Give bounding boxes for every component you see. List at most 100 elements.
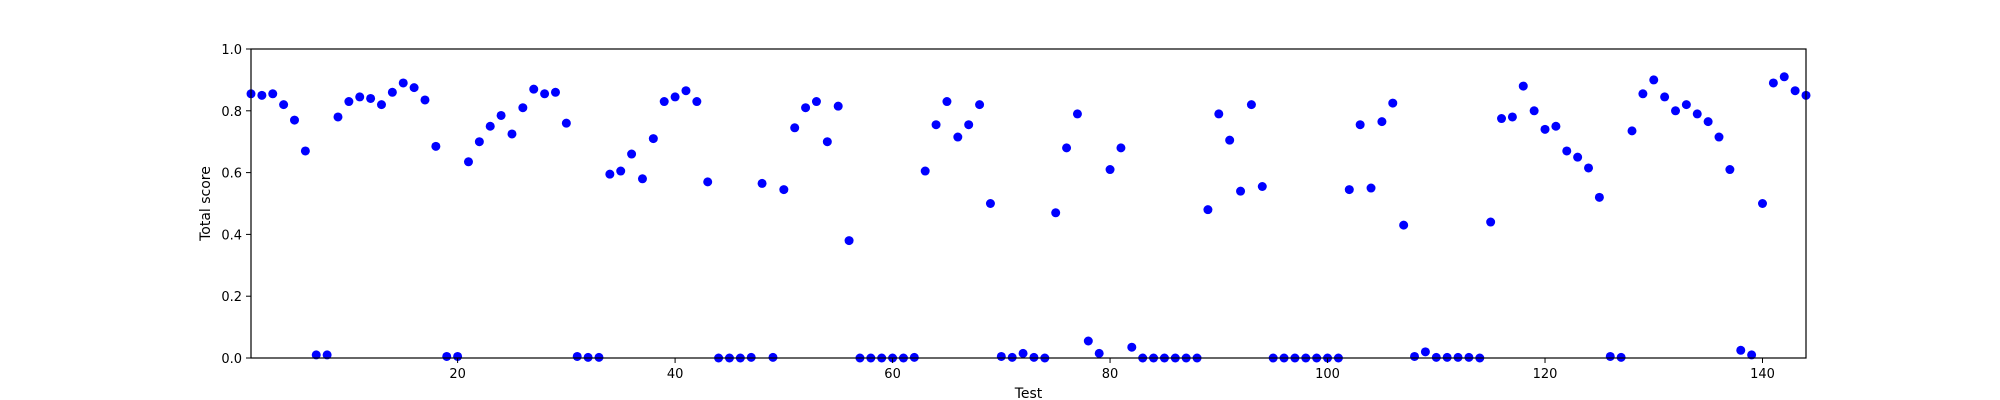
data-point xyxy=(1497,114,1507,124)
data-points xyxy=(246,72,1811,363)
data-point xyxy=(1072,109,1082,119)
data-point xyxy=(333,112,343,122)
data-point xyxy=(311,350,321,360)
data-point xyxy=(540,89,550,99)
data-point xyxy=(1257,182,1267,191)
data-point xyxy=(1627,126,1637,136)
data-point xyxy=(605,169,615,179)
data-point xyxy=(1747,350,1757,360)
data-point xyxy=(420,95,430,105)
data-point xyxy=(1529,106,1539,116)
data-point xyxy=(1051,208,1061,218)
data-point xyxy=(387,87,397,97)
data-point xyxy=(964,120,974,130)
data-point xyxy=(844,236,854,246)
data-point xyxy=(1116,143,1126,153)
data-point xyxy=(1671,106,1681,116)
data-point xyxy=(1366,183,1376,193)
data-point xyxy=(1518,81,1528,91)
data-point xyxy=(1725,165,1735,175)
data-point xyxy=(1431,352,1441,362)
data-point xyxy=(1410,351,1420,361)
data-point xyxy=(1018,348,1028,358)
data-point xyxy=(1246,100,1256,110)
data-point xyxy=(1486,217,1496,227)
x-tick-label: 120 xyxy=(1533,367,1558,382)
x-tick-label: 80 xyxy=(1102,367,1119,382)
data-point xyxy=(1507,112,1517,122)
data-point xyxy=(518,103,528,113)
x-tick-label: 100 xyxy=(1315,367,1340,382)
data-point xyxy=(1758,199,1767,208)
y-axis-ticks: 0.0 0.2 0.4 0.6 0.8 1.0 xyxy=(221,43,251,367)
data-point xyxy=(975,100,985,110)
data-point xyxy=(692,97,702,107)
data-point xyxy=(496,110,506,120)
y-tick-label: 0.8 xyxy=(221,105,242,120)
x-tick-label: 20 xyxy=(449,367,466,382)
data-point xyxy=(1692,109,1702,119)
data-point xyxy=(1703,117,1713,127)
data-point xyxy=(1453,352,1463,362)
data-point xyxy=(1605,351,1615,361)
data-point xyxy=(648,134,658,144)
axes-frame xyxy=(250,48,1807,359)
y-axis-label: Total score xyxy=(198,166,214,242)
data-point xyxy=(1551,121,1561,131)
data-point xyxy=(1562,146,1572,156)
data-point xyxy=(1442,352,1452,362)
data-point xyxy=(583,352,593,362)
data-point xyxy=(1029,352,1039,362)
data-point xyxy=(909,352,919,362)
data-point xyxy=(681,86,691,96)
data-point xyxy=(1083,336,1093,346)
data-point xyxy=(322,350,332,360)
data-point xyxy=(442,351,452,361)
data-point xyxy=(453,351,463,361)
data-point xyxy=(268,89,278,99)
data-point xyxy=(931,120,941,130)
data-point xyxy=(1768,78,1778,88)
data-point xyxy=(366,93,376,103)
x-axis-label: Test xyxy=(1014,386,1043,400)
data-point xyxy=(616,166,626,176)
data-point xyxy=(833,101,843,111)
data-point xyxy=(1464,352,1474,362)
data-point xyxy=(1344,185,1354,195)
data-point xyxy=(1714,132,1724,142)
data-point xyxy=(768,352,778,362)
data-point xyxy=(257,90,267,100)
data-point xyxy=(953,132,963,142)
data-point xyxy=(355,92,365,102)
data-point xyxy=(1584,163,1594,173)
data-point xyxy=(757,178,767,188)
y-tick-label: 0.6 xyxy=(221,167,242,182)
data-point xyxy=(746,352,756,362)
data-point xyxy=(279,100,289,110)
data-point xyxy=(670,92,680,102)
data-point xyxy=(811,97,821,107)
data-point xyxy=(1660,92,1670,102)
data-point xyxy=(550,87,560,97)
data-point xyxy=(572,351,582,361)
data-point xyxy=(1420,347,1430,357)
data-point xyxy=(1203,205,1213,215)
y-tick-label: 0.0 xyxy=(221,352,242,367)
data-point xyxy=(290,115,299,125)
data-point xyxy=(344,97,354,107)
data-point xyxy=(594,352,604,362)
data-point xyxy=(1355,120,1365,130)
data-point xyxy=(376,100,386,110)
data-point xyxy=(1127,342,1137,352)
data-point xyxy=(431,141,441,151)
data-point xyxy=(409,83,419,93)
data-point xyxy=(1540,124,1550,134)
data-point xyxy=(996,351,1006,361)
data-point xyxy=(300,146,310,156)
y-tick-label: 1.0 xyxy=(221,43,242,58)
data-point xyxy=(1388,98,1398,108)
data-point xyxy=(1399,220,1409,230)
data-point xyxy=(474,137,484,147)
data-point xyxy=(507,129,517,139)
data-point xyxy=(822,137,832,147)
